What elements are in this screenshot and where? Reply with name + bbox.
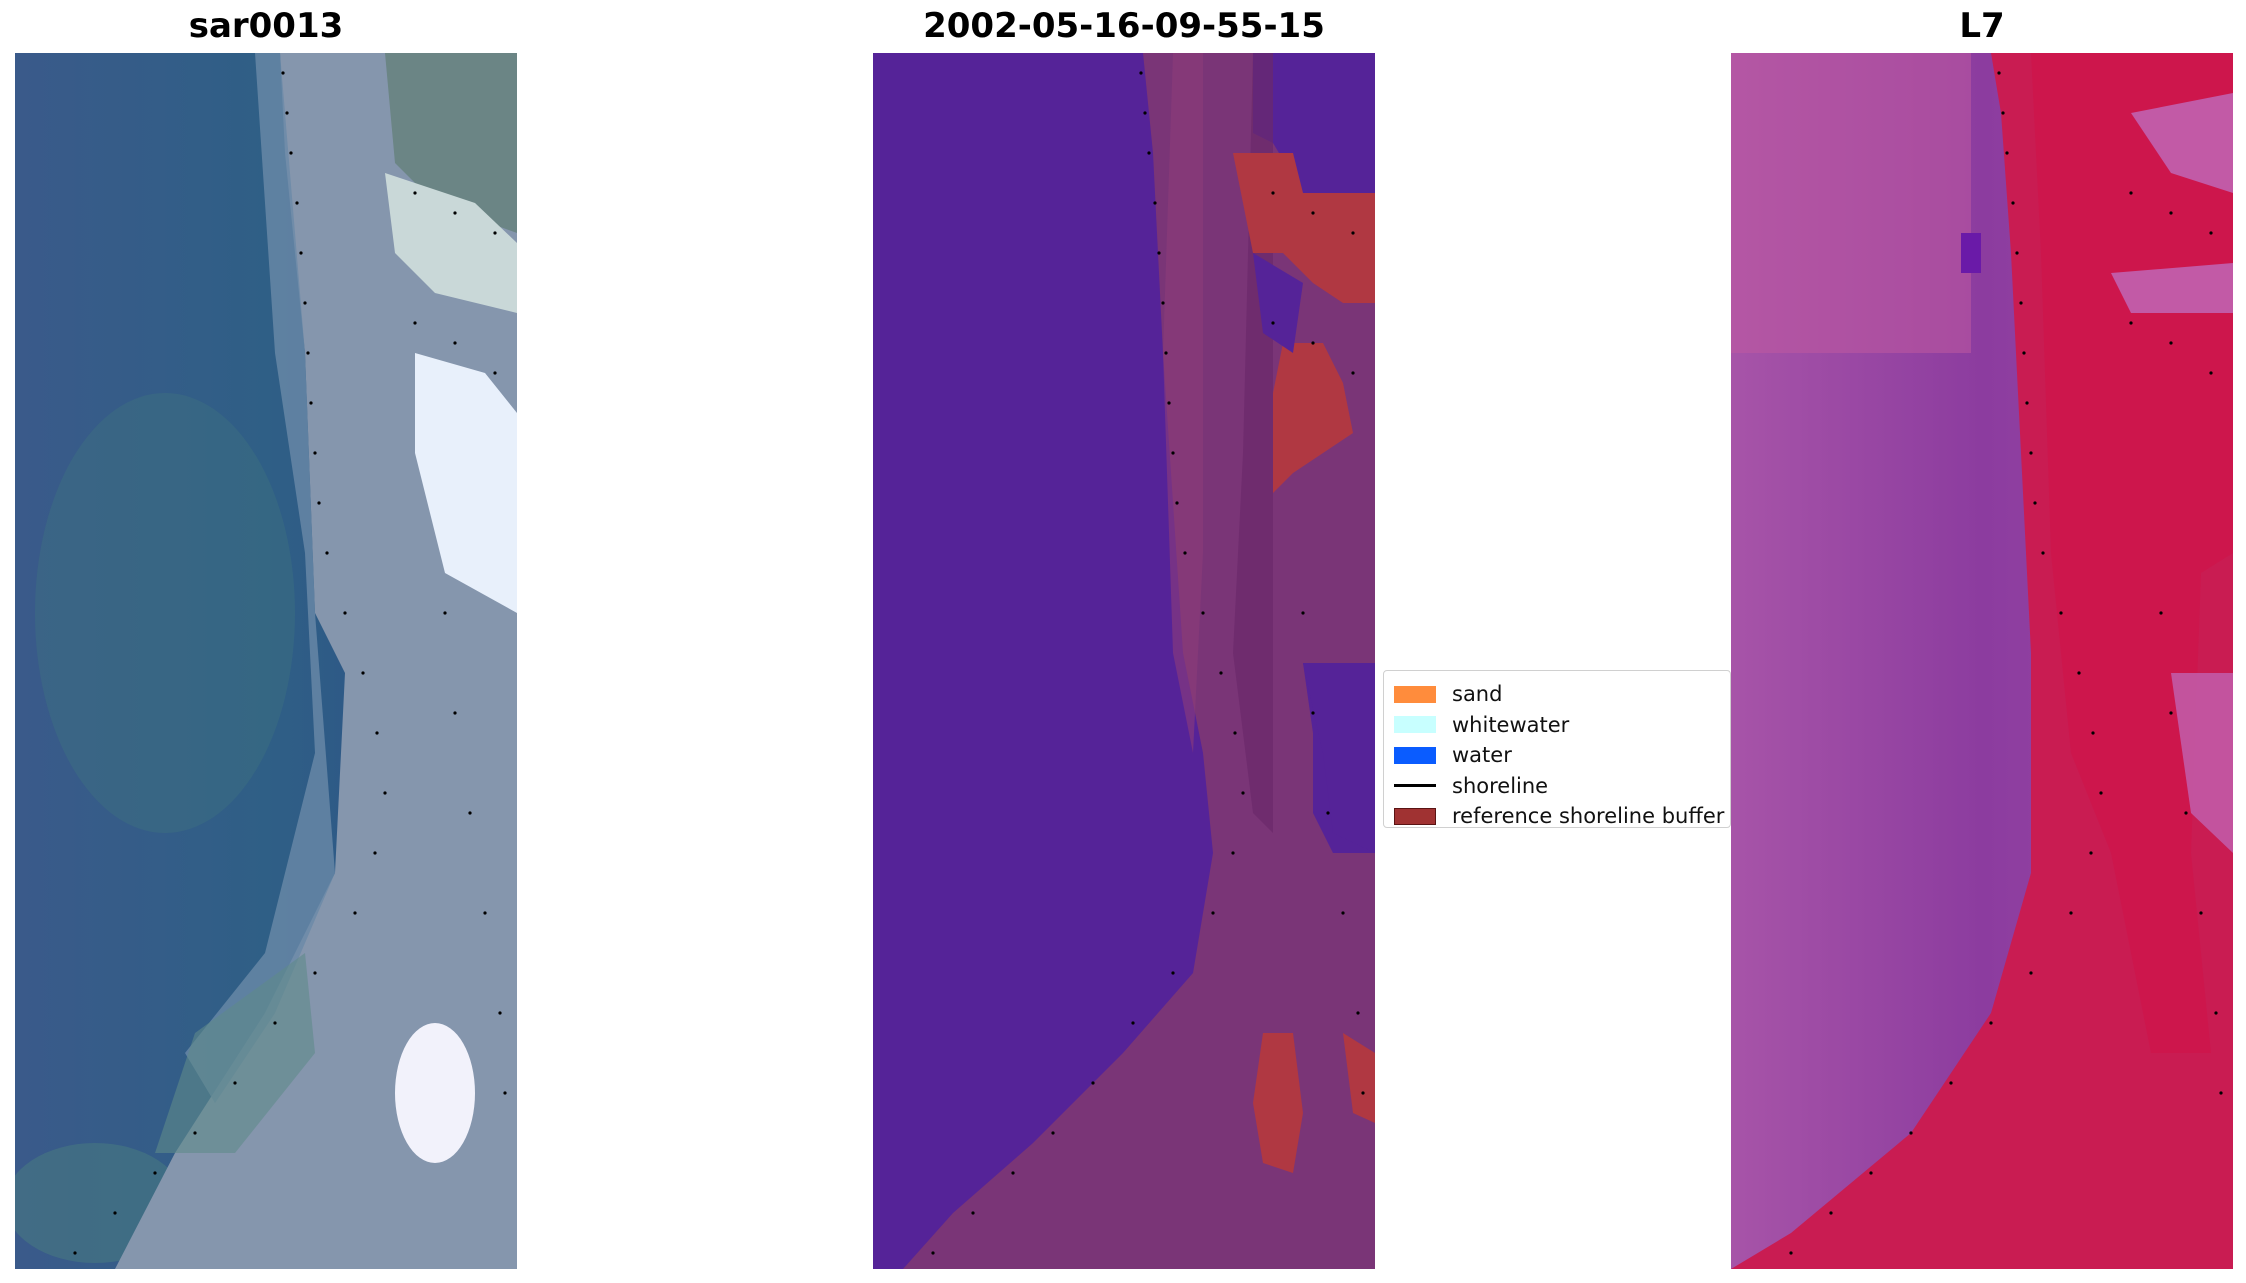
classification-image	[873, 53, 1375, 1269]
legend-label-sand: sand	[1452, 682, 1503, 707]
nir-image-panel	[1731, 53, 2233, 1269]
shoreline-dots	[1789, 71, 2223, 1255]
legend-label-shoreline: shoreline	[1452, 773, 1549, 798]
legend-item-reference-buffer: reference shoreline buffer	[1394, 801, 1730, 832]
legend-label-whitewater: whitewater	[1452, 712, 1570, 737]
legend: sand whitewater water shoreline referenc…	[1383, 670, 1731, 828]
legend-label-water: water	[1452, 743, 1512, 768]
shoreline-dots	[931, 71, 1365, 1255]
panel-title-rgb: sar0013	[188, 6, 344, 46]
classification-image-panel	[873, 53, 1375, 1269]
panel-title-classification: 2002-05-16-09-55-15	[923, 6, 1325, 46]
whitewater-swatch	[1394, 716, 1436, 734]
legend-item-shoreline: shoreline	[1394, 771, 1730, 802]
water-swatch	[1394, 746, 1436, 764]
panel-title-nir: L7	[1959, 6, 2005, 46]
shoreline-swatch	[1394, 784, 1436, 788]
nir-image	[1731, 53, 2233, 1269]
sand-swatch	[1394, 685, 1436, 703]
legend-item-whitewater: whitewater	[1394, 710, 1730, 741]
legend-label-reference-buffer: reference shoreline buffer	[1452, 804, 1725, 829]
reference-buffer-swatch	[1394, 807, 1436, 825]
rgb-image	[15, 53, 517, 1269]
legend-item-water: water	[1394, 740, 1730, 771]
shoreline-dots	[73, 71, 507, 1255]
legend-item-sand: sand	[1394, 679, 1730, 710]
rgb-image-panel	[15, 53, 517, 1269]
